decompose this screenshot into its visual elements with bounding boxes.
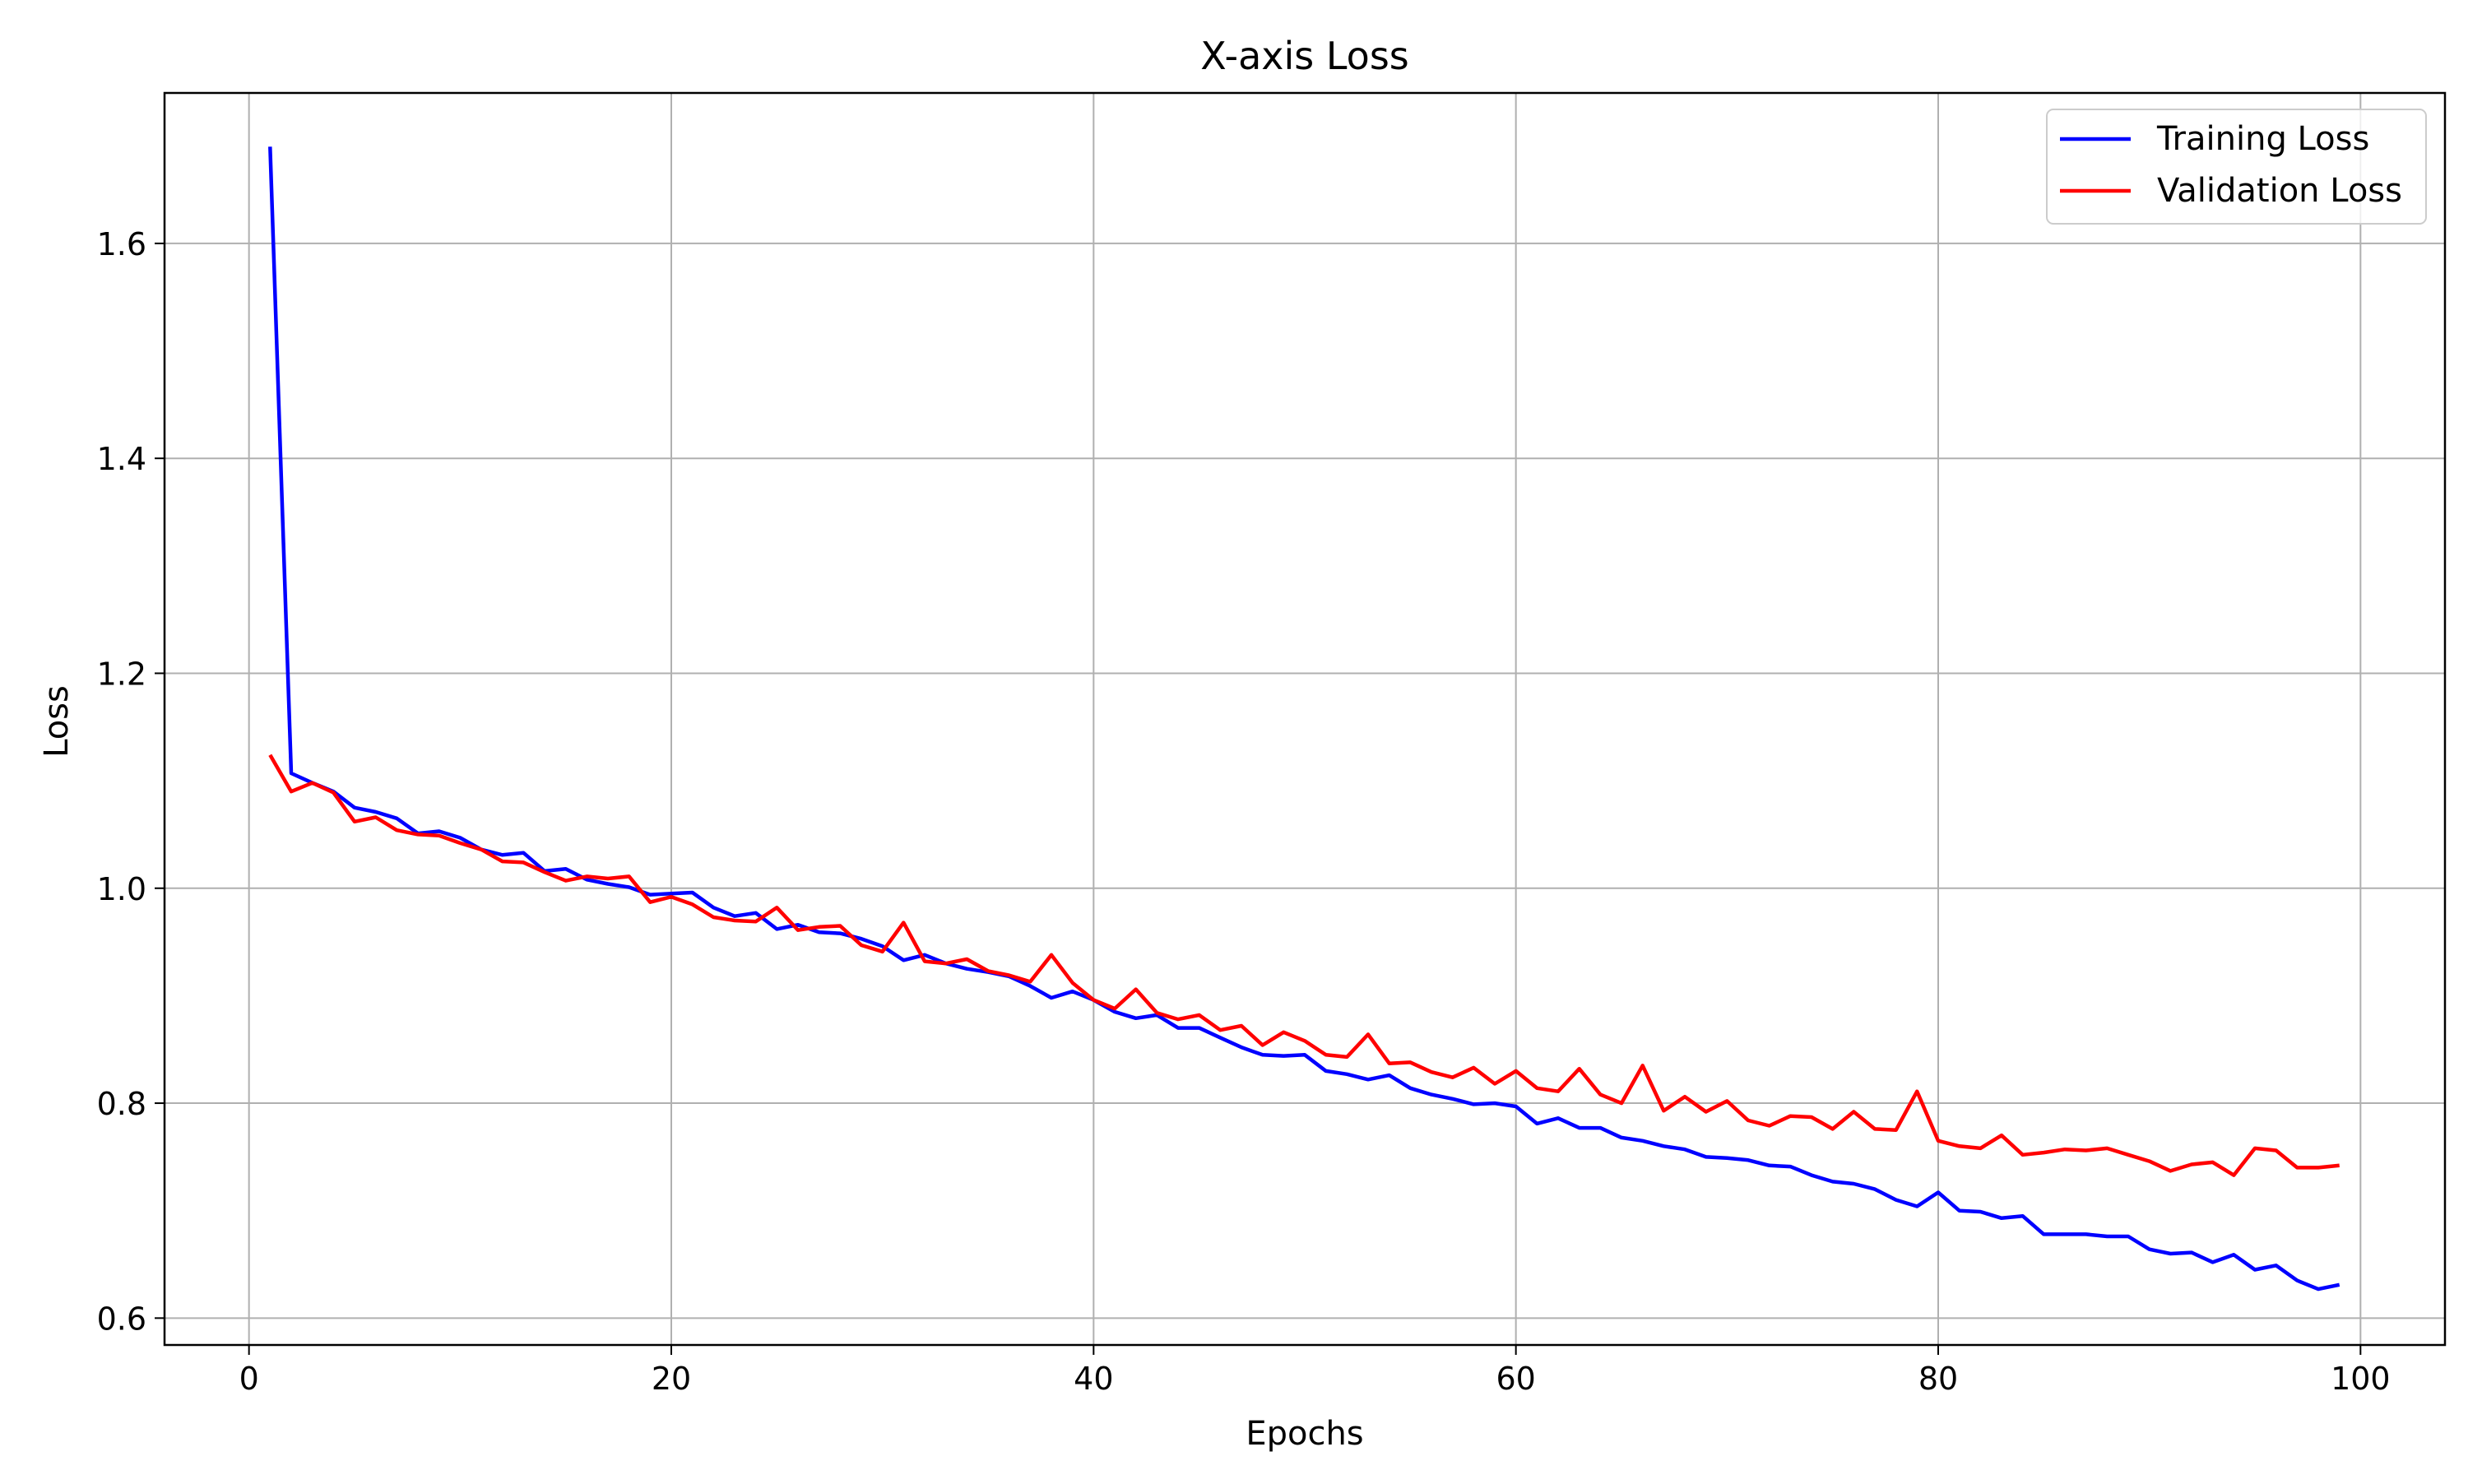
legend-box <box>2046 109 2427 225</box>
legend-label-training: Training Loss <box>2156 120 2369 158</box>
plot-frame <box>163 91 2447 1347</box>
x-tick-label: 100 <box>2331 1361 2391 1397</box>
y-tick-label: 1.4 <box>97 441 146 477</box>
y-tick-label: 1.2 <box>97 656 146 692</box>
x-tick-label: 40 <box>1074 1361 1113 1397</box>
y-tick-label: 0.6 <box>97 1301 146 1337</box>
ticks: 0 20 40 60 80 100 0.6 0.8 1.0 1.2 1.4 1.6 <box>97 226 2391 1397</box>
legend: Training Loss Validation Loss <box>2046 109 2427 225</box>
x-tick-label: 20 <box>652 1361 691 1397</box>
training-loss-line <box>268 146 2340 1292</box>
y-tick-label: 1.6 <box>97 226 146 262</box>
x-tick-label: 80 <box>1918 1361 1958 1397</box>
chart-title: X-axis Loss <box>1200 34 1409 78</box>
y-axis-label: Loss <box>38 685 76 758</box>
validation-loss-line <box>268 754 2340 1177</box>
y-tick-label: 0.8 <box>97 1086 146 1122</box>
series-lines <box>268 146 2340 1292</box>
x-axis-label: Epochs <box>1246 1415 1363 1453</box>
y-tick-label: 1.0 <box>97 871 146 907</box>
grid <box>165 93 2445 1345</box>
x-tick-label: 0 <box>239 1361 259 1397</box>
x-tick-label: 60 <box>1496 1361 1535 1397</box>
legend-label-validation: Validation Loss <box>2157 172 2402 210</box>
